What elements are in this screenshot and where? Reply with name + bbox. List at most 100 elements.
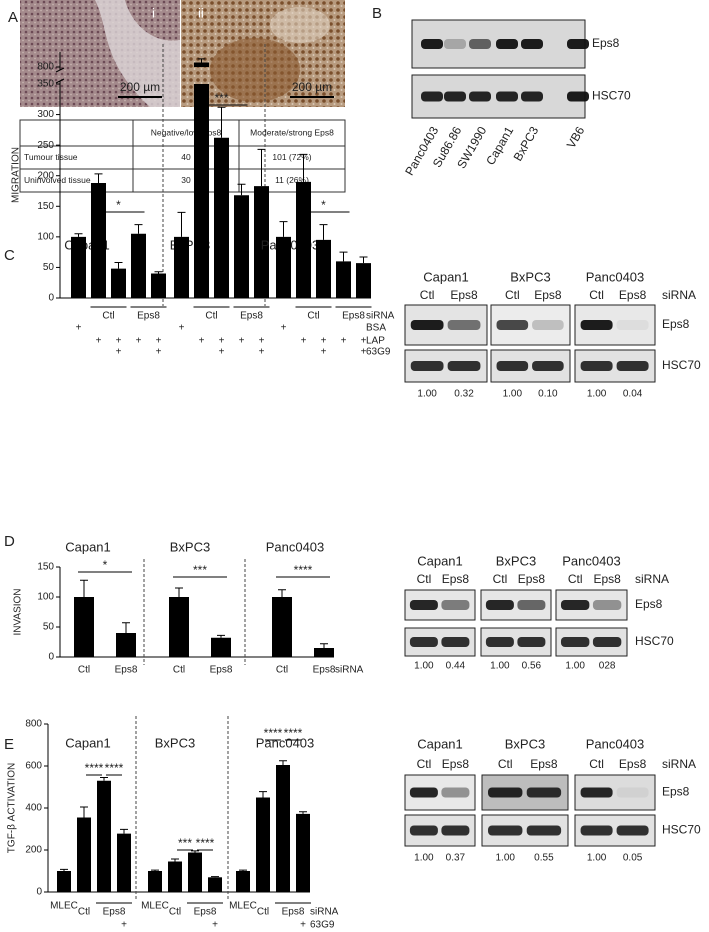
table-cell: 30 — [181, 175, 191, 185]
y-tick-label: 50 — [43, 262, 55, 273]
bar — [111, 268, 126, 298]
treatment-mark: + — [199, 336, 205, 347]
y-tick-label: 350 — [37, 79, 54, 90]
band — [444, 39, 466, 49]
table-header: Moderate/strong Eps8 — [250, 127, 334, 137]
band — [517, 637, 546, 647]
x-label: Ctl — [78, 907, 90, 918]
bar — [77, 817, 91, 892]
scale-bar-label: 200 µm — [292, 80, 332, 94]
y-tick-label: 800 — [37, 62, 54, 73]
treatment-mark: + — [301, 336, 307, 347]
y-tick-label: 150 — [37, 201, 54, 212]
quantification: 0.37 — [446, 853, 466, 864]
significance-label: * — [103, 558, 108, 572]
error-bar — [259, 791, 267, 798]
tissue-region — [270, 7, 330, 43]
band — [532, 320, 564, 330]
error-bar — [120, 828, 128, 834]
bar — [211, 637, 231, 657]
lane-label: Ctl — [568, 572, 583, 586]
lane-label: Ctl — [417, 757, 432, 771]
blot-title: Capan1 — [417, 553, 463, 568]
image-label: i — [152, 5, 155, 20]
lane-label: Capan1 — [483, 124, 516, 168]
band — [469, 39, 491, 49]
error-bar — [94, 173, 103, 184]
treatment-mark: + — [219, 336, 225, 347]
panel-label: E — [4, 736, 14, 753]
treatment-mark: + — [212, 920, 218, 931]
error-bar — [211, 876, 219, 878]
quantification: 0.55 — [534, 853, 554, 864]
bar — [356, 263, 371, 298]
bar — [254, 186, 269, 298]
x-label: Eps8 — [210, 665, 233, 676]
x-label: Ctl — [276, 665, 288, 676]
error-bar — [154, 271, 163, 274]
quantification: 0.32 — [454, 389, 474, 400]
condition-label: siRNA — [635, 572, 669, 586]
lane-label: Eps8 — [593, 572, 621, 586]
x-label: Eps8 — [282, 907, 305, 918]
error-bar — [319, 224, 328, 240]
quantification: 0.05 — [623, 853, 643, 864]
band — [580, 825, 613, 836]
y-tick-label: 0 — [48, 652, 54, 663]
treatment-mark: + — [259, 347, 265, 358]
bar — [71, 236, 86, 298]
significance-label: **** — [284, 726, 303, 740]
x-label: Ctl — [173, 665, 185, 676]
error-bar — [171, 858, 179, 862]
panel-label: B — [372, 5, 382, 22]
band — [517, 600, 546, 610]
band — [616, 320, 649, 330]
treatment-mark: + — [116, 347, 122, 358]
significance-label: *** — [178, 836, 192, 850]
blot-title: Panc0403 — [562, 553, 621, 568]
error-bar — [217, 634, 225, 638]
y-axis-label: TGF-β ACTIVATION — [7, 763, 18, 853]
scale-bar-label: 200 µm — [120, 80, 160, 94]
band — [447, 320, 481, 330]
significance-label: * — [321, 198, 326, 212]
band — [496, 361, 529, 371]
y-tick-label: 200 — [37, 170, 54, 181]
quantification: 0.10 — [538, 389, 558, 400]
significance-label: **** — [85, 761, 104, 775]
row-label: LAP — [366, 336, 385, 347]
lane-label: Ctl — [420, 288, 435, 302]
row-label: siRNA — [310, 907, 339, 918]
error-bar — [134, 224, 143, 234]
quantification: 1.00 — [414, 853, 434, 864]
protein-label: Eps8 — [662, 317, 690, 331]
band — [409, 787, 438, 798]
y-tick-label: 600 — [25, 761, 42, 772]
band — [441, 825, 470, 836]
error-bar — [359, 256, 368, 264]
band — [567, 39, 589, 49]
treatment-mark: + — [219, 347, 225, 358]
y-tick-label: 0 — [36, 887, 42, 898]
group-title: BxPC3 — [155, 735, 195, 750]
blot-title: Capan1 — [417, 736, 463, 751]
blot — [490, 304, 571, 346]
bar — [296, 181, 311, 298]
quantification: 1.00 — [495, 853, 515, 864]
bar — [117, 833, 131, 892]
error-bar — [237, 183, 246, 196]
image-label: ii — [198, 5, 204, 20]
group-title: Panc0403 — [266, 539, 325, 554]
band — [441, 787, 470, 798]
panel-label: A — [8, 9, 18, 26]
bar — [256, 797, 270, 892]
band — [488, 787, 523, 798]
quantification: 1.00 — [490, 661, 510, 672]
protein-label: HSC70 — [592, 89, 631, 103]
treatment-mark: + — [156, 336, 162, 347]
bar — [208, 877, 222, 892]
x-label: Ctl — [257, 907, 269, 918]
x-label: MLEC — [229, 901, 257, 912]
band — [409, 637, 438, 647]
